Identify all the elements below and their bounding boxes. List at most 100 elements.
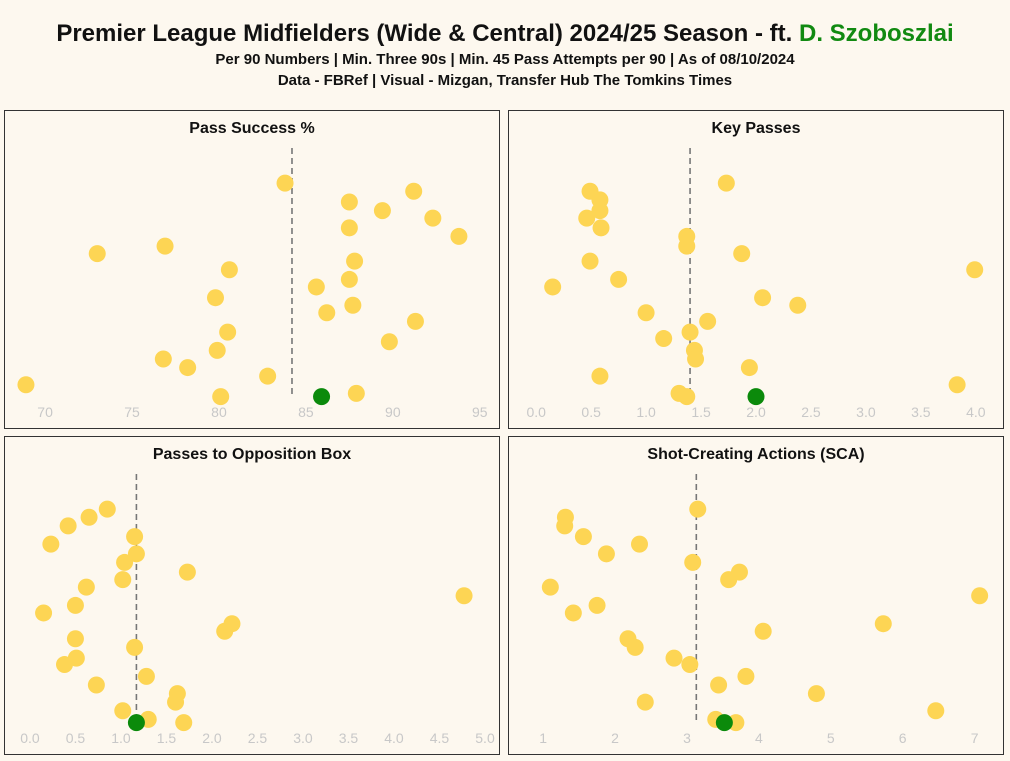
- player-point: [114, 702, 132, 720]
- player-point: [455, 587, 473, 605]
- x-tick-label: 2.5: [248, 730, 268, 746]
- x-tick-label: 3.0: [293, 730, 313, 746]
- player-point: [219, 323, 237, 341]
- player-point: [340, 193, 358, 211]
- x-tick-label: 95: [472, 404, 488, 420]
- player-point: [80, 508, 98, 526]
- x-tick-label: 1.5: [157, 730, 177, 746]
- panel-key-passes: Key Passes 0.0 0.5 1.0 1.5 2.0 2.5 3.0 3.5 4.0: [508, 110, 1004, 429]
- x-tick-label: 80: [211, 404, 227, 420]
- x-tick-label: 2.5: [801, 404, 821, 420]
- chart-svg: Pass Success % 70 75 80 85 90 95: [17, 120, 488, 420]
- player-point: [87, 676, 105, 694]
- player-point: [626, 638, 644, 656]
- highlight-player-point: [127, 714, 145, 732]
- x-tick-label: 0.0: [526, 404, 546, 420]
- chart-subtitle: Per 90 Numbers | Min. Three 90s | Min. 4…: [215, 51, 795, 68]
- player-point: [687, 350, 705, 368]
- player-point: [212, 388, 230, 406]
- player-point: [344, 296, 362, 314]
- x-tick-label: 0.5: [66, 730, 86, 746]
- player-point: [927, 702, 945, 720]
- x-tick-label: 3: [683, 730, 691, 746]
- player-point: [966, 261, 984, 279]
- player-point: [77, 578, 95, 596]
- panel-passes-to-box: Passes to Opposition Box 0.0 0.5 1.0 1.5 2.0 2…: [4, 436, 500, 755]
- x-tick-label: 2.0: [746, 404, 766, 420]
- player-point: [208, 341, 226, 359]
- player-point: [167, 693, 185, 711]
- player-point: [88, 245, 106, 263]
- player-point: [655, 330, 673, 348]
- player-point: [689, 500, 707, 518]
- player-point: [42, 535, 60, 553]
- player-point: [699, 312, 717, 330]
- player-point: [156, 237, 174, 255]
- chart-svg: Passes to Opposition Box 0.0 0.5 1.0 1.5 2.0 2…: [20, 446, 495, 746]
- player-point: [665, 649, 683, 667]
- player-point: [874, 615, 892, 633]
- x-tick-label: 0.0: [20, 730, 40, 746]
- x-tick-label: 1.0: [111, 730, 131, 746]
- player-point: [971, 587, 989, 605]
- x-tick-label: 4: [755, 730, 763, 746]
- player-point: [307, 278, 325, 296]
- x-tick-label: 3.5: [911, 404, 931, 420]
- player-point: [179, 359, 197, 377]
- player-point: [346, 252, 364, 270]
- player-point: [564, 604, 582, 622]
- player-point: [733, 245, 751, 263]
- x-tick-label: 4.0: [384, 730, 404, 746]
- player-point: [578, 209, 596, 227]
- player-point: [154, 350, 172, 368]
- x-tick-label: 7: [971, 730, 979, 746]
- x-tick-label: 85: [298, 404, 314, 420]
- player-point: [678, 388, 696, 406]
- x-tick-label: 75: [124, 404, 140, 420]
- player-point: [406, 312, 424, 330]
- x-tick-label: 4.5: [430, 730, 450, 746]
- x-tick-label: 70: [37, 404, 53, 420]
- player-point: [340, 219, 358, 237]
- player-point: [259, 367, 277, 385]
- highlight-player-point: [313, 388, 331, 406]
- player-point: [754, 622, 772, 640]
- chart-svg: Key Passes 0.0 0.5 1.0 1.5 2.0 2.5 3.0 3.5 4.0: [526, 120, 986, 420]
- x-tick-label: 1: [539, 730, 547, 746]
- x-tick-label: 5: [827, 730, 835, 746]
- player-point: [35, 604, 53, 622]
- player-point: [710, 676, 728, 694]
- x-tick-label: 1.5: [691, 404, 711, 420]
- player-point: [373, 202, 391, 220]
- panel-title: Passes to Opposition Box: [153, 446, 351, 463]
- chart-title: Premier League Midfielders (Wide & Centr…: [0, 20, 1010, 48]
- x-tick-label: 3.5: [339, 730, 359, 746]
- player-point: [126, 638, 144, 656]
- player-point: [637, 304, 655, 322]
- x-tick-label: 6: [899, 730, 907, 746]
- player-point: [544, 278, 562, 296]
- player-point: [175, 714, 193, 732]
- panel-pass-success: Pass Success % 70 75 80 85 90 95: [4, 110, 500, 429]
- player-point: [717, 174, 735, 192]
- player-point: [681, 323, 699, 341]
- player-point: [66, 630, 84, 648]
- chart-svg: Shot-Creating Actions (SCA) 1 2 3 4 5 6 7: [539, 446, 989, 746]
- panel-title: Pass Success %: [189, 120, 314, 137]
- player-point: [347, 384, 365, 402]
- player-point: [56, 656, 74, 674]
- player-point: [610, 270, 628, 288]
- player-point: [591, 202, 609, 220]
- player-point: [276, 174, 294, 192]
- player-point: [740, 359, 758, 377]
- x-tick-label: 3.0: [856, 404, 876, 420]
- player-point: [678, 237, 696, 255]
- player-point: [807, 685, 825, 703]
- player-point: [720, 571, 738, 589]
- x-tick-label: 4.0: [966, 404, 986, 420]
- player-point: [450, 227, 468, 245]
- x-tick-label: 0.5: [581, 404, 601, 420]
- panel-title: Shot-Creating Actions (SCA): [647, 446, 864, 463]
- player-point: [588, 596, 606, 614]
- player-point: [318, 304, 336, 322]
